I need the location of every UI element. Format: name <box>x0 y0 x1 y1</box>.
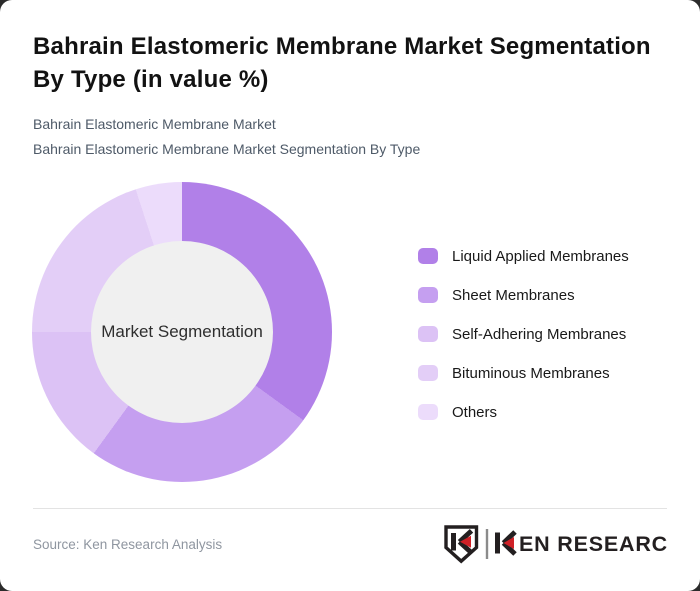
legend-item: Sheet Membranes <box>418 286 629 304</box>
subtitle-line-2: Bahrain Elastomeric Membrane Market Segm… <box>33 141 421 157</box>
logo-k-glyph <box>495 530 517 556</box>
legend-label: Self-Adhering Membranes <box>452 325 627 343</box>
donut-chart: Market Segmentation <box>32 182 332 482</box>
chart-legend: Liquid Applied Membranes Sheet Membranes… <box>418 247 629 421</box>
page-title: Bahrain Elastomeric Membrane Market Segm… <box>33 33 651 93</box>
logo-wordmark-text: EN RESEARCH <box>519 532 668 556</box>
legend-swatch-icon <box>418 404 438 420</box>
source-text: Source: Ken Research Analysis <box>33 537 223 552</box>
subtitle-block: Bahrain Elastomeric Membrane Market Bahr… <box>33 112 420 162</box>
subtitle-line-1: Bahrain Elastomeric Membrane Market <box>33 116 276 132</box>
legend-item: Others <box>418 403 629 421</box>
ken-research-shield-icon <box>444 525 479 564</box>
legend-label: Others <box>452 403 498 421</box>
legend-label: Sheet Membranes <box>452 286 575 304</box>
legend-label: Liquid Applied Membranes <box>452 247 629 265</box>
legend-swatch-icon <box>418 365 438 381</box>
legend-swatch-icon <box>418 287 438 303</box>
footer-divider <box>33 508 667 509</box>
chart-center-label: Market Segmentation <box>101 322 263 341</box>
legend-swatch-icon <box>418 248 438 264</box>
ken-research-logo: EN RESEARCH <box>444 525 668 564</box>
legend-item: Self-Adhering Membranes <box>418 325 629 343</box>
legend-item: Bituminous Membranes <box>418 364 629 382</box>
legend-item: Liquid Applied Membranes <box>418 247 629 265</box>
donut-hole: Market Segmentation <box>91 241 273 423</box>
legend-swatch-icon <box>418 326 438 342</box>
legend-label: Bituminous Membranes <box>452 364 610 382</box>
